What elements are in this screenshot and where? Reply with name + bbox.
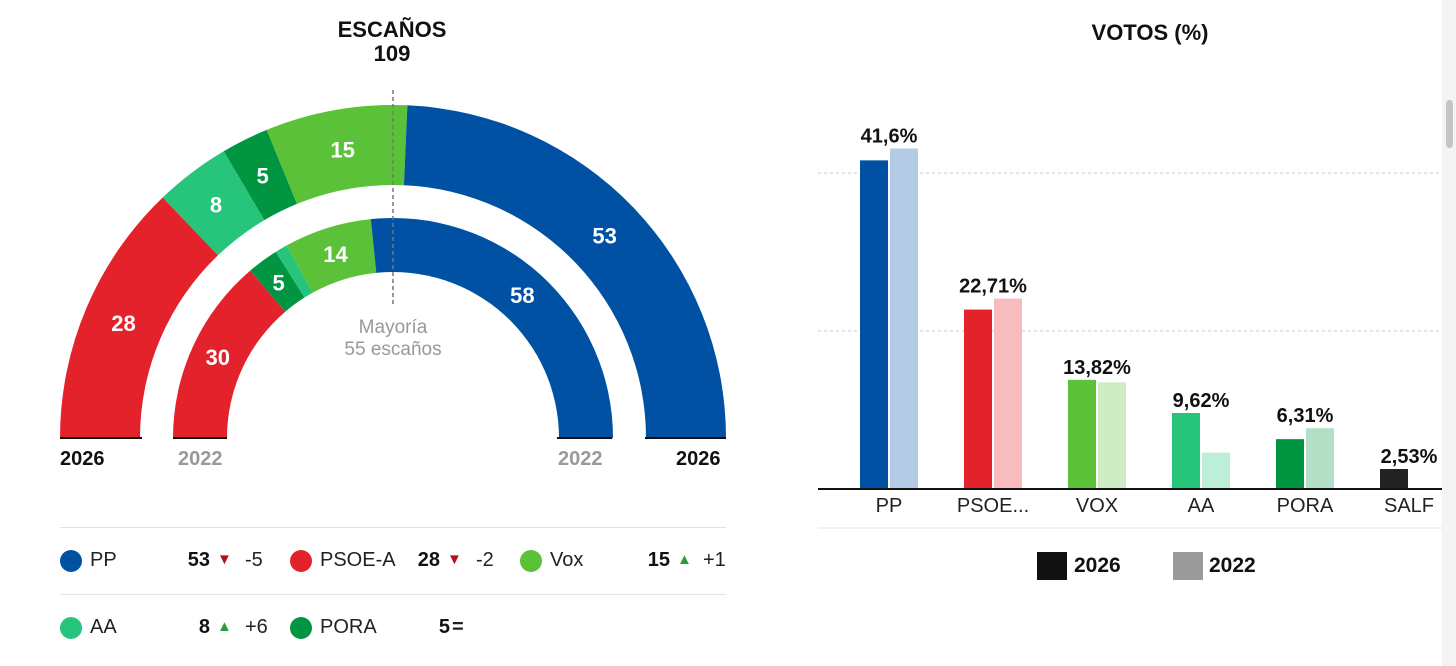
seats-total: 109 [373,41,411,66]
bar-2026 [860,160,888,490]
legend-color-dot [60,617,82,639]
legend-swatch-2026 [1037,552,1067,580]
legend-color-dot [290,617,312,639]
hemicycle-seat-label: 5 [273,271,285,296]
legend-seat-count: 28 [417,549,440,571]
seats-legend-row: PP 53 ▼ -5 PSOE-A 28 ▼ -2 Vox 15 ▲ +1 [60,528,726,594]
legend-party-name: Vox [550,549,584,571]
bar-2022 [1098,382,1126,489]
legend-seat-count: 15 [647,549,670,571]
legend-item-aa: AA 8 ▲ +6 [60,595,296,661]
majority-line2: 55 escaños [344,339,442,360]
bar-2026 [964,309,992,489]
seats-legend-row: AA 8 ▲ +6 PORA 5 = [60,595,726,661]
legend-color-dot [60,550,82,572]
hemicycle-segment-pp [370,217,613,438]
hemicycle-segment-pora [223,129,298,221]
ring-outer-year-right: 2026 [676,448,721,470]
category-label: SALF [1384,495,1434,517]
legend-color-dot [290,550,312,572]
bar-2022 [1306,428,1334,489]
legend-separator-top [60,527,726,528]
category-label: PORA [1277,495,1334,517]
bar-2022 [994,298,1022,489]
seats-title: ESCAÑOS [337,17,447,42]
majority-line1: Mayoría [358,317,428,338]
legend-seat-count: 5 [438,616,450,638]
legend-seat-change: +1 [703,549,726,571]
legend-seat-change: +6 [245,616,268,638]
hemicycle-seat-label: 58 [510,283,534,308]
hemicycle-segment-pora [250,251,305,312]
category-label: PSOE... [957,495,1029,517]
hemicycle-seat-label: 8 [210,192,222,217]
bar-value-label: 22,71% [959,276,1027,298]
arrow-up-icon: ▲ [217,618,232,635]
bar-2026 [1172,413,1200,489]
bar-2026 [1276,439,1304,489]
legend-seat-change: -5 [245,549,263,571]
legend-party-name: PP [90,549,117,571]
legend-item-pp: PP 53 ▼ -5 [60,528,296,594]
hemicycle-segment-vox [266,104,408,204]
legend-item-pora: PORA 5 = [290,595,526,661]
legend-swatch-2022 [1173,552,1203,580]
legend-party-name: PORA [320,616,377,638]
arrow-down-icon: ▼ [447,551,462,568]
scrollbar[interactable] [1442,0,1456,666]
legend-separator-middle [60,594,726,595]
hemicycle-seat-label: 28 [111,311,135,336]
legend-seat-change: -2 [476,549,494,571]
category-label: PP [876,495,903,517]
hemicycle-seat-label: 14 [323,242,348,267]
legend-party-name: AA [90,616,117,638]
legend-label-2022: 2022 [1209,554,1256,577]
ring-inner-year-left: 2022 [178,448,223,470]
hemicycle-seat-label: 15 [330,137,354,162]
legend-color-dot [520,550,542,572]
hemicycle-seat-label: 30 [206,345,230,370]
bar-2026 [1068,379,1096,489]
legend-item-vox: Vox 15 ▲ +1 [520,528,756,594]
category-label: AA [1188,495,1215,517]
bar-value-label: 41,6% [861,126,918,148]
legend-seat-count: 8 [198,616,210,638]
legend-seat-count: 53 [187,549,210,571]
hemicycle-segment-pp [403,105,727,438]
bar-value-label: 2,53% [1381,446,1438,468]
ring-inner-year-right: 2022 [558,448,603,470]
bar-2026 [1380,469,1408,489]
bar-value-label: 6,31% [1277,405,1334,427]
hemicycle-segment-aa [275,245,313,298]
bar-2022 [890,148,918,489]
votes-chart-title: VOTOS (%) [1091,20,1209,45]
legend-item-psoe-a: PSOE-A 28 ▼ -2 [290,528,526,594]
hemicycle-segment-psoe-a [60,197,219,438]
bar-value-label: 9,62% [1173,390,1230,412]
seats-chart-title: ESCAÑOS 109 [292,18,492,66]
arrow-down-icon: ▼ [217,551,232,568]
majority-label: Mayoría 55 escaños [293,317,493,361]
legend-seat-change: = [452,616,464,638]
hemicycle-segment-aa [162,151,265,256]
legend-label-2026: 2026 [1074,554,1121,577]
hemicycle-seat-label: 53 [592,223,616,248]
bar-2022 [1202,452,1230,489]
hemicycle-segment-psoe-a [173,270,286,438]
category-label: VOX [1076,495,1118,517]
hemicycle-segment-vox [286,219,377,293]
hemicycle-seat-label: 5 [256,164,268,189]
scrollbar-thumb[interactable] [1446,100,1453,148]
legend-party-name: PSOE-A [320,549,396,571]
votes-legend: 2026 2022 [1037,552,1297,582]
bar-value-label: 13,82% [1063,357,1131,379]
arrow-up-icon: ▲ [677,551,692,568]
ring-outer-year-left: 2026 [60,448,105,470]
